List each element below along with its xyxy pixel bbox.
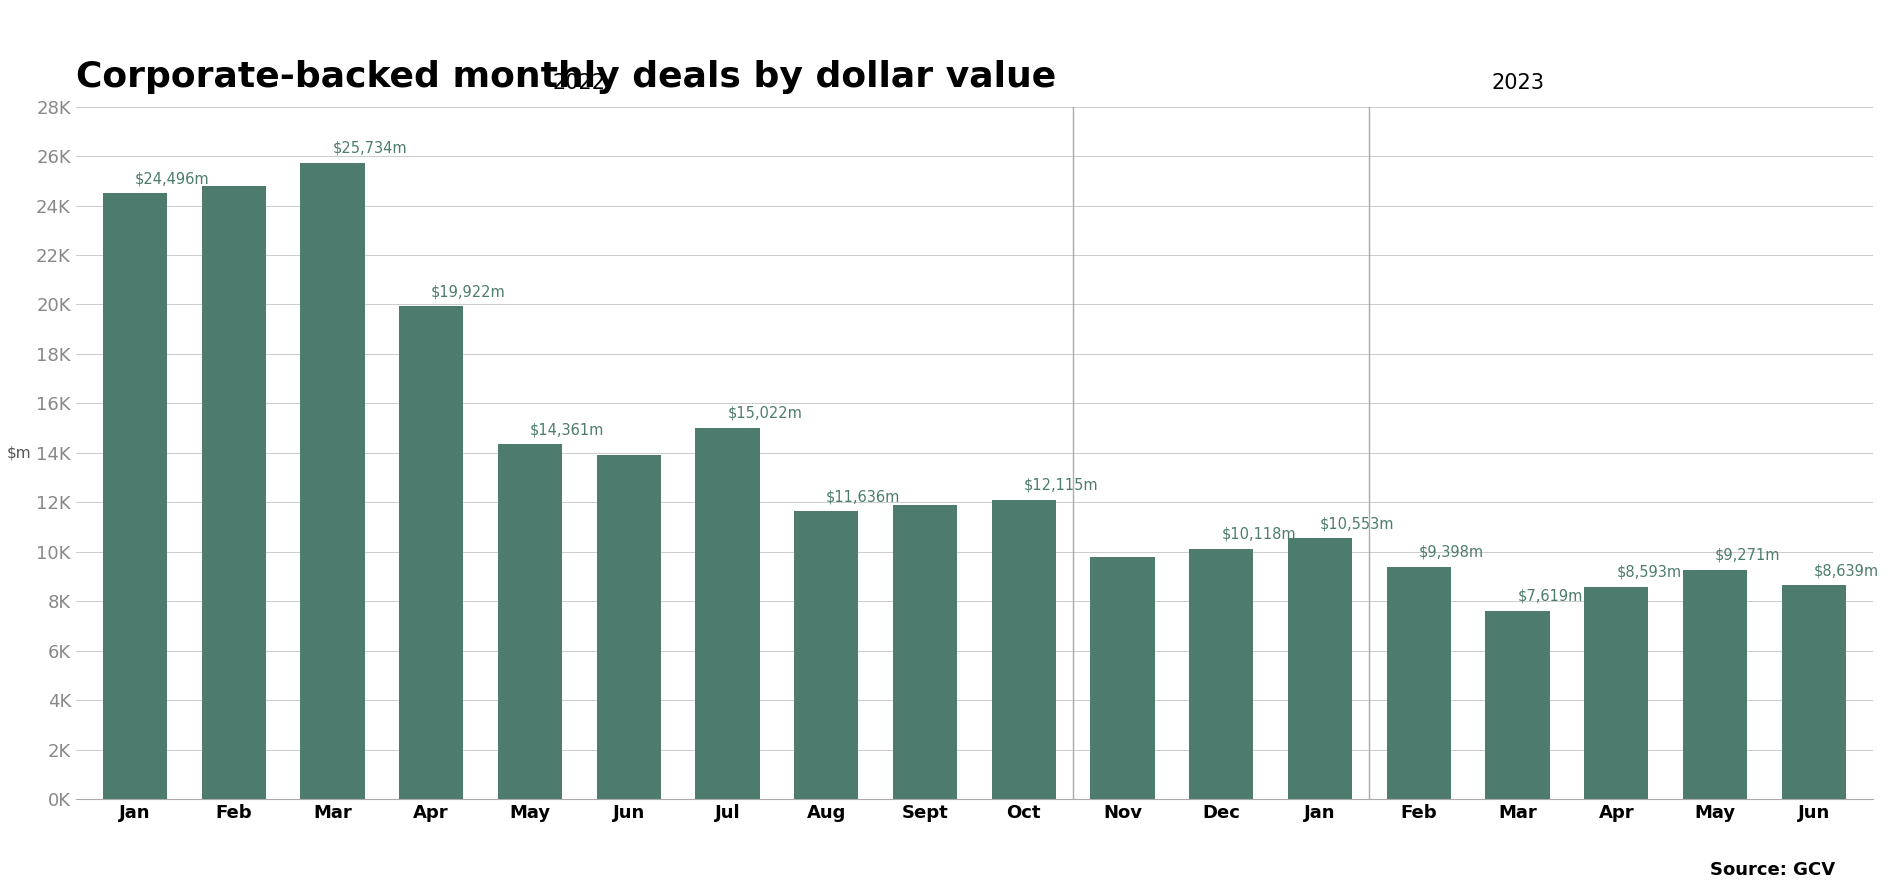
Text: $12,115m: $12,115m	[1024, 478, 1099, 493]
Text: $9,398m: $9,398m	[1419, 545, 1483, 559]
Bar	[596, 456, 660, 799]
Bar	[1684, 570, 1746, 799]
Text: 2022: 2022	[552, 73, 605, 92]
Bar	[202, 186, 265, 799]
Bar	[696, 428, 759, 799]
Bar	[1090, 557, 1154, 799]
Bar	[1584, 587, 1648, 799]
Text: $10,118m: $10,118m	[1220, 527, 1296, 542]
Bar	[1387, 567, 1451, 799]
Text: Source: GCV: Source: GCV	[1710, 861, 1835, 879]
Bar	[399, 306, 464, 799]
Bar	[1485, 611, 1550, 799]
Bar	[498, 444, 562, 799]
Bar	[1288, 538, 1353, 799]
Text: $14,361m: $14,361m	[530, 422, 604, 437]
Text: $25,734m: $25,734m	[333, 140, 407, 155]
Text: 2023: 2023	[1491, 73, 1544, 92]
Text: $7,619m: $7,619m	[1517, 589, 1584, 604]
Bar	[1190, 549, 1253, 799]
Text: $9,271m: $9,271m	[1714, 548, 1780, 563]
Bar	[1782, 585, 1847, 799]
Text: $8,593m: $8,593m	[1616, 565, 1682, 580]
Text: $10,553m: $10,553m	[1321, 516, 1394, 531]
Text: $19,922m: $19,922m	[431, 284, 505, 299]
Text: Corporate-backed monthly deals by dollar value: Corporate-backed monthly deals by dollar…	[76, 60, 1056, 94]
Bar	[102, 194, 166, 799]
Text: $15,022m: $15,022m	[728, 406, 802, 421]
Bar	[991, 500, 1056, 799]
Text: $8,639m: $8,639m	[1814, 564, 1879, 579]
Text: $11,636m: $11,636m	[827, 489, 901, 504]
Text: $24,496m: $24,496m	[134, 171, 210, 186]
Y-axis label: $m: $m	[8, 446, 32, 460]
Bar	[795, 511, 859, 799]
Bar	[301, 163, 365, 799]
Bar	[893, 504, 957, 799]
